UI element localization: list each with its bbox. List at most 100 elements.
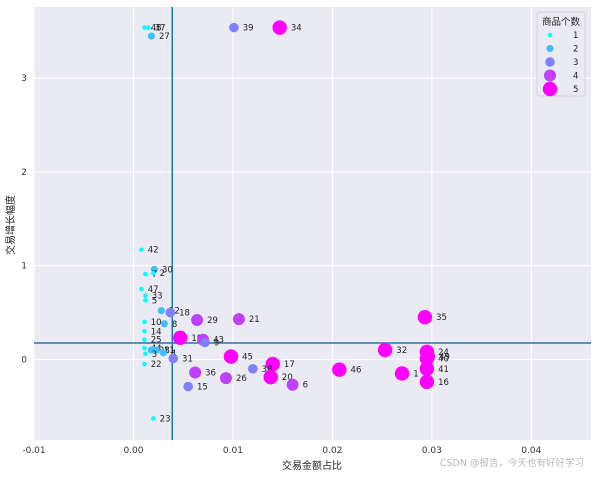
data-point-label: 33 xyxy=(152,292,163,302)
data-point xyxy=(286,378,299,391)
data-point xyxy=(248,363,258,374)
data-point-label: 41 xyxy=(438,365,449,375)
data-point-label: 16 xyxy=(438,378,449,388)
data-point-label: 40 xyxy=(438,354,449,364)
data-points: 4837273934423072473351218108292114194392… xyxy=(139,20,450,424)
reference-lines xyxy=(34,7,591,440)
data-point-label: 9 xyxy=(214,339,219,349)
data-point-label: 25 xyxy=(151,336,162,346)
data-point-label: 23 xyxy=(160,414,171,424)
data-point xyxy=(191,314,204,327)
data-point xyxy=(157,307,165,315)
data-point xyxy=(147,346,155,354)
data-point xyxy=(219,372,232,385)
legend-label: 3 xyxy=(573,58,578,68)
data-point-label: 39 xyxy=(243,24,254,34)
x-tick-label: 0.04 xyxy=(521,446,541,456)
data-point xyxy=(419,374,435,390)
data-point-label: 10 xyxy=(151,318,162,328)
data-point-label: 8 xyxy=(172,320,177,330)
data-point-label: 37 xyxy=(155,24,166,34)
data-point xyxy=(223,349,239,364)
data-point xyxy=(420,349,436,364)
legend-marker xyxy=(545,57,555,67)
legend-label: 4 xyxy=(573,72,578,82)
data-point xyxy=(151,416,156,421)
data-point-label: 34 xyxy=(291,24,302,34)
data-point-label: 19 xyxy=(191,334,202,344)
data-point xyxy=(151,270,156,276)
data-point xyxy=(263,370,278,385)
data-point xyxy=(160,320,168,328)
data-point-label: 47 xyxy=(148,285,159,295)
data-point-label: 31 xyxy=(182,354,193,364)
grid-lines xyxy=(33,7,591,440)
data-point-label: 15 xyxy=(197,383,208,393)
y-tick-label: 0 xyxy=(21,355,27,365)
legend: 商品个数 1 2 3 4 5 xyxy=(536,11,586,97)
data-point-label: 48 xyxy=(151,24,162,34)
data-point-label: 36 xyxy=(205,369,216,379)
x-tick-label: 0.00 xyxy=(123,446,143,456)
data-point xyxy=(142,328,147,334)
data-point xyxy=(139,286,144,292)
data-point xyxy=(229,22,239,33)
legend-label: 5 xyxy=(573,85,578,95)
y-tick-label: 3 xyxy=(21,74,27,84)
y-axis-title: 交易增长幅度 xyxy=(4,195,17,255)
data-point-label: 5 xyxy=(152,296,157,306)
data-point xyxy=(142,361,147,367)
data-point-label: 30 xyxy=(162,265,173,275)
x-axis-ticks: -0.01 0.00 0.01 0.02 0.03 0.04 xyxy=(22,446,541,456)
data-point xyxy=(142,337,147,343)
data-point-label: 22 xyxy=(151,360,162,370)
data-point xyxy=(394,366,410,381)
data-point xyxy=(417,310,433,325)
data-point-label: 6 xyxy=(303,381,308,391)
legend-marker xyxy=(544,69,556,82)
data-point-label: 29 xyxy=(207,316,218,326)
data-point-label: 2 xyxy=(160,269,165,279)
data-point xyxy=(183,381,193,392)
data-point-label: 20 xyxy=(282,373,293,383)
data-point-label: 21 xyxy=(249,315,260,325)
data-point-label: 3 xyxy=(152,350,157,360)
legend-title: 商品个数 xyxy=(542,16,581,28)
data-point xyxy=(200,337,210,348)
plot-background xyxy=(34,7,591,440)
data-point xyxy=(168,353,179,364)
data-point xyxy=(143,351,148,357)
legend-label: 1 xyxy=(573,31,578,41)
data-point xyxy=(142,319,147,325)
data-point-label: 32 xyxy=(396,346,407,356)
y-axis-ticks: 0 1 2 3 xyxy=(21,74,27,365)
legend-label: 2 xyxy=(573,45,578,55)
data-point xyxy=(143,298,148,303)
data-point-label: 24 xyxy=(438,348,449,358)
data-point xyxy=(265,356,280,372)
data-point-label: 11 xyxy=(164,346,175,356)
data-point-label: 14 xyxy=(151,327,162,337)
data-point xyxy=(147,32,155,40)
legend-marker xyxy=(547,32,553,38)
data-point-label: 46 xyxy=(351,366,362,376)
data-point xyxy=(189,366,202,379)
legend-marker xyxy=(546,44,554,53)
data-point-label: 27 xyxy=(159,32,170,42)
data-point-label: 35 xyxy=(436,313,447,323)
data-point-label: 17 xyxy=(284,360,295,370)
data-point xyxy=(377,342,393,358)
data-point-label: 38 xyxy=(262,365,273,375)
data-point-label: 49 xyxy=(439,353,450,363)
data-point xyxy=(142,345,147,351)
data-point xyxy=(272,20,287,35)
x-axis-title: 交易金额占比 xyxy=(282,459,342,472)
x-tick-label: 0.01 xyxy=(223,446,243,456)
data-point xyxy=(173,330,188,346)
data-point-label: 1 xyxy=(413,369,418,379)
data-point-label: 45 xyxy=(242,353,253,363)
data-point xyxy=(419,361,435,376)
data-point xyxy=(159,349,167,357)
data-point-label: 26 xyxy=(236,374,247,384)
